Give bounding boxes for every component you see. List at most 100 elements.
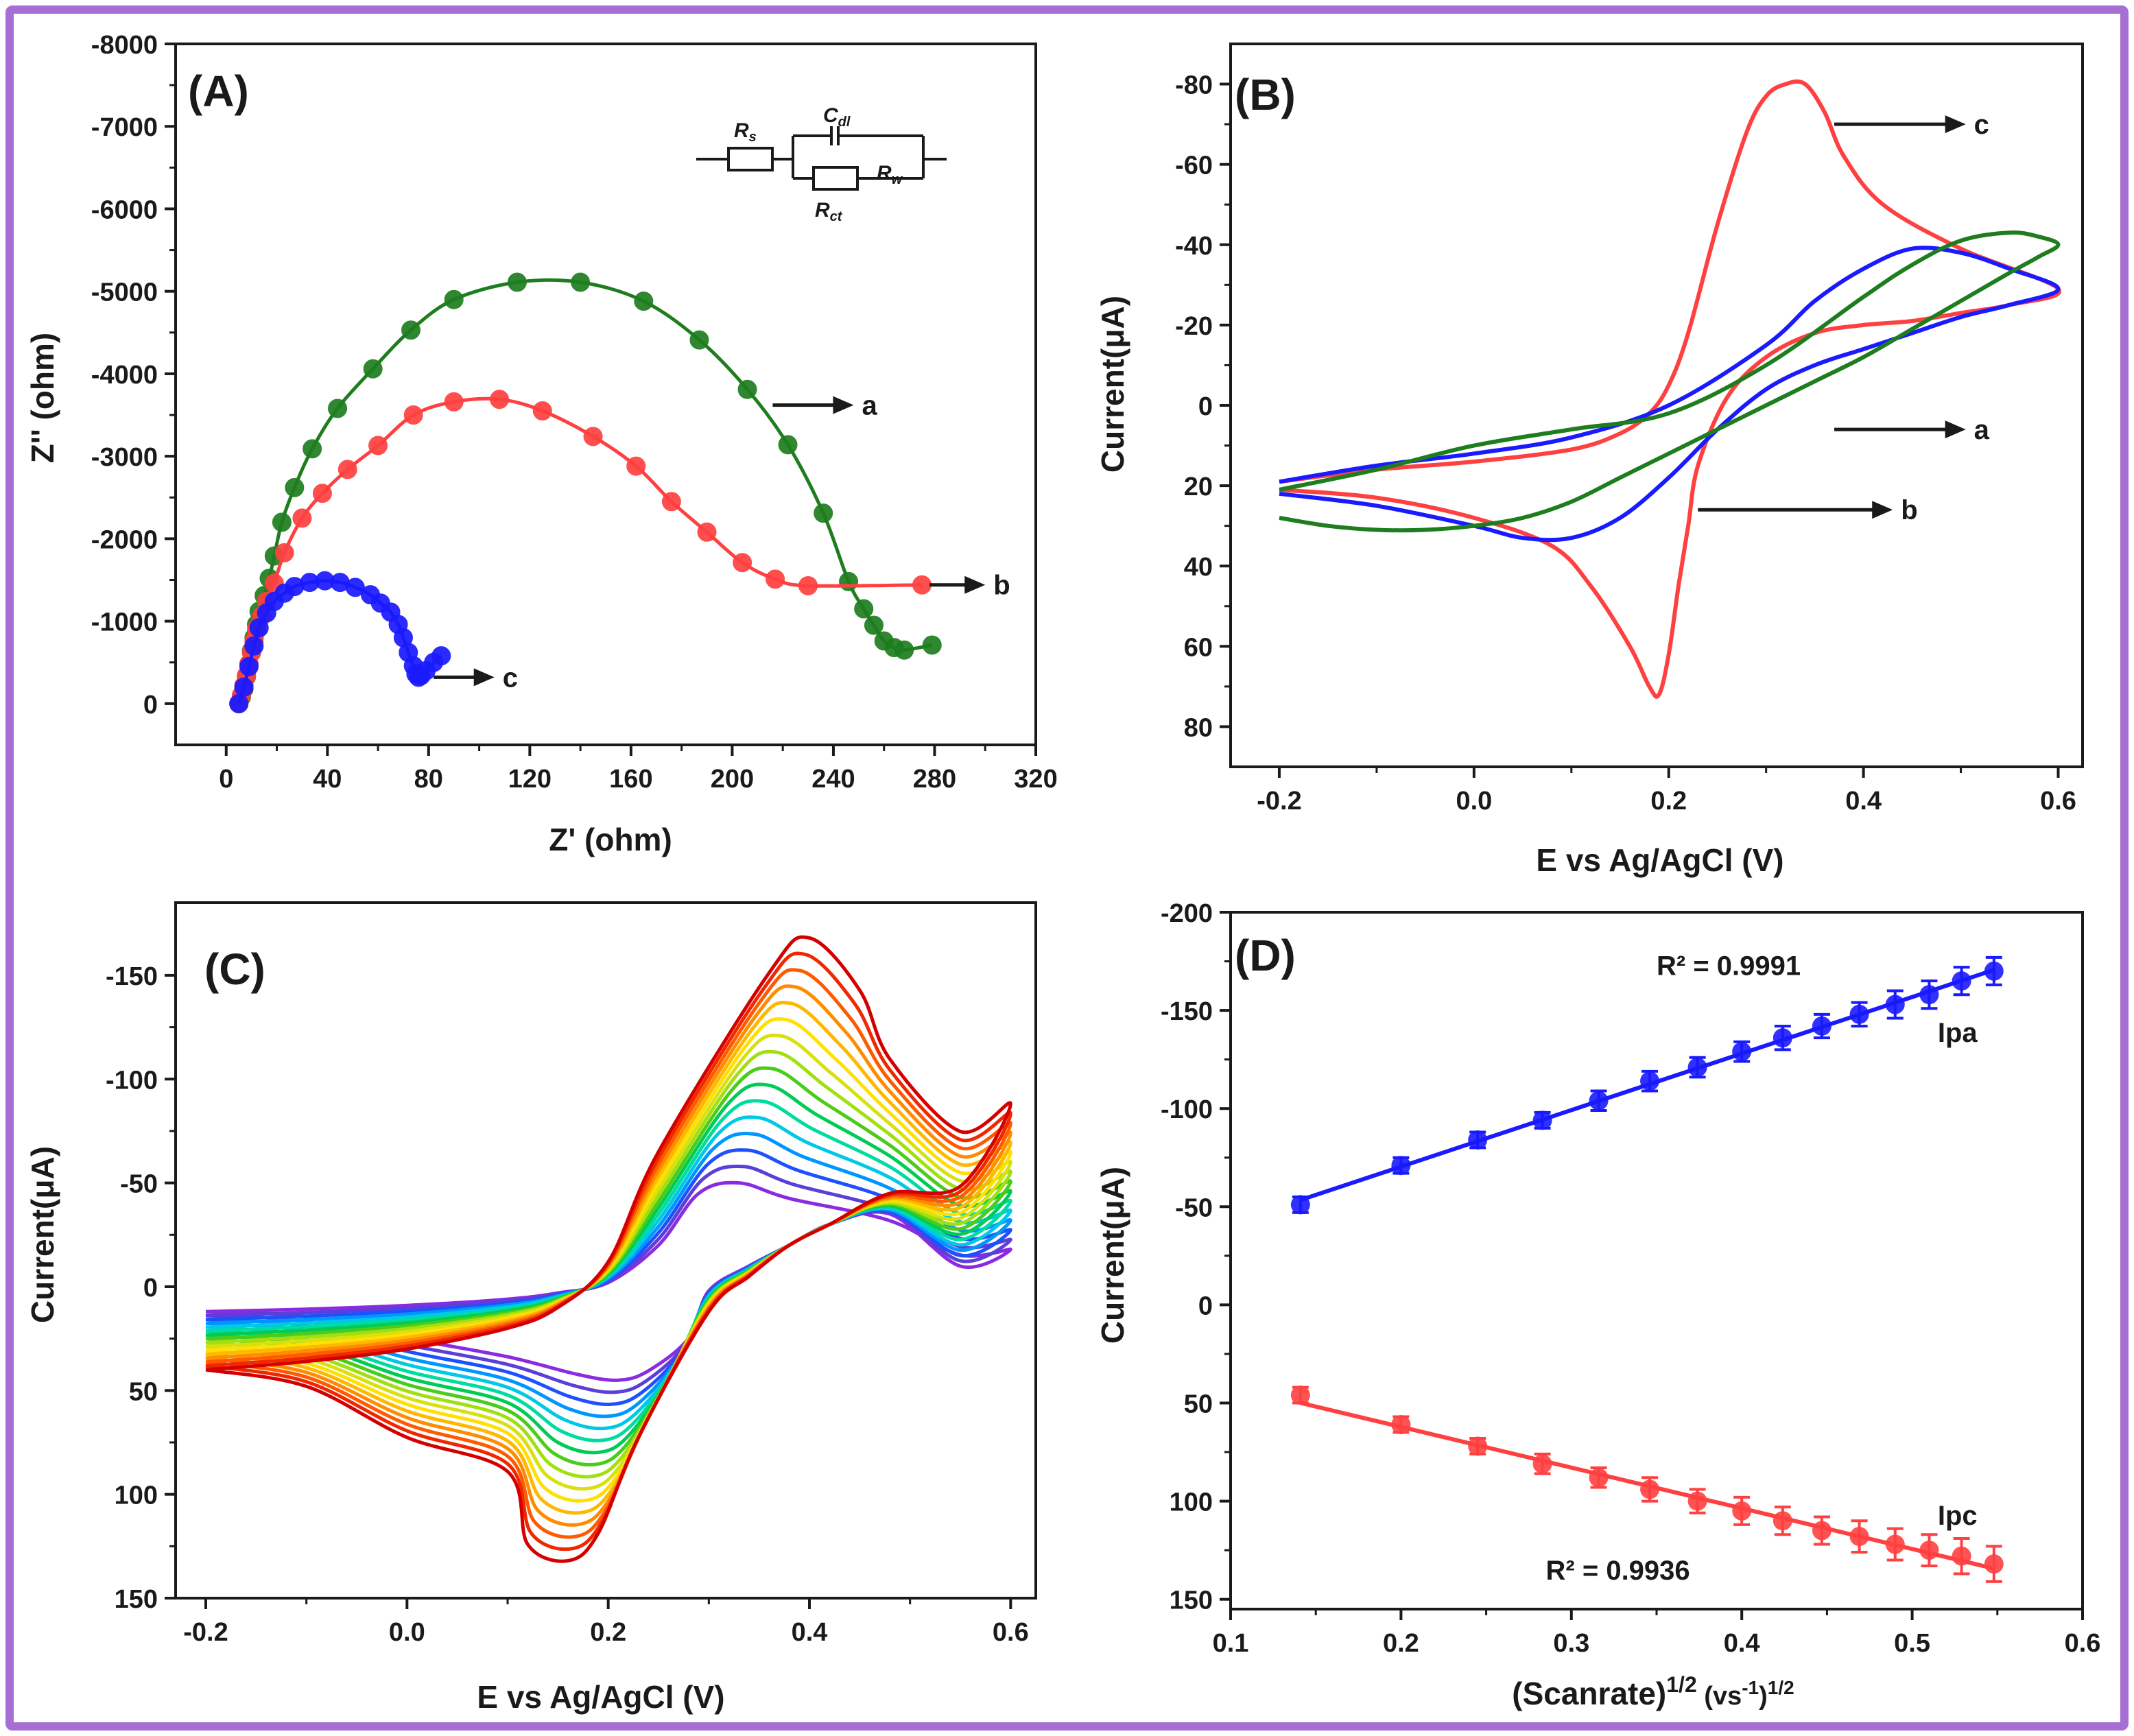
- panel-a-series-b-point: [403, 405, 423, 425]
- panel-d-ytick-label: -100: [1161, 1095, 1213, 1124]
- panel-a-series-a-point: [363, 359, 383, 379]
- panel-b-xlabel: E vs Ag/AgCl (V): [1536, 842, 1783, 878]
- panel-a-series-b-point: [798, 575, 818, 595]
- panel-d-series-ipa-point: [1919, 985, 1939, 1005]
- panel-c-ytick-label: 100: [115, 1482, 158, 1510]
- panel-a-chart: (A) Z' (ohm) Z'' (ohm) Rs Cdl Rw Rct 0 40…: [25, 31, 1058, 857]
- panel-a-series-a-point: [922, 635, 942, 655]
- panel-d-ytick-label: -200: [1161, 899, 1213, 928]
- panel-d-xtick-label: 0.6: [2065, 1629, 2101, 1658]
- panel-a-ytick-label: -3000: [91, 443, 158, 472]
- svg-text:Rs: Rs: [734, 119, 757, 145]
- panel-a-series-a-point: [507, 272, 527, 292]
- panel-d-label-ipc: Ipc: [1938, 1501, 1978, 1531]
- panel-b-annotation-c-arrow-head: [1945, 115, 1966, 134]
- panel-a-series-a-point: [854, 599, 874, 619]
- panel-d-series-ipa-point: [1532, 1110, 1552, 1130]
- panel-b-xtick-label: 0.0: [1456, 787, 1492, 816]
- panel-d-series-ipa-point: [1640, 1071, 1660, 1091]
- panel-c-chart: (C) E vs Ag/AgCl (V) Current(μA) -0.2 0.0…: [25, 901, 1037, 1715]
- panel-b-ytick-label: 0: [1198, 392, 1213, 421]
- panel-a-series-b-point: [368, 436, 388, 455]
- panel-b-ytick-label: 80: [1184, 713, 1213, 742]
- panel-a-series-a-point: [814, 503, 833, 523]
- panel-d-series-ipc-point: [1773, 1511, 1792, 1531]
- panel-c-xtick-label: 0.4: [792, 1618, 828, 1647]
- panel-d-xlabel-sup2: -1: [1742, 1677, 1759, 1698]
- circuit-rct-label: R: [815, 199, 830, 222]
- panel-b-xtick-label: 0.6: [2040, 787, 2076, 816]
- panel-d-series-ipa-point: [1589, 1091, 1609, 1110]
- panel-a-series-c-point: [239, 656, 259, 676]
- panel-d-xlabel-mid: (vs: [1697, 1682, 1742, 1711]
- panel-a-series-b-point: [292, 508, 312, 528]
- panel-a-series-b-point: [444, 392, 464, 412]
- panel-d-ytick-label: 50: [1184, 1390, 1213, 1418]
- panel-b-ytick-label: -80: [1175, 71, 1213, 100]
- panel-d-series-ipc-point: [1687, 1491, 1707, 1511]
- panel-a-series-b-point: [697, 522, 717, 542]
- panel-b-annotation-a-label: a: [1974, 415, 1990, 445]
- panel-d-series-ipa-point: [1732, 1042, 1752, 1062]
- panel-a-series-a-point: [689, 330, 709, 350]
- panel-a-annotation-a-label: a: [862, 391, 877, 421]
- panel-d-xlabel: (Scanrate)1/2 (vs-1)1/2: [1512, 1672, 1794, 1711]
- panel-d-chart: (D) (Scanrate)1/2 (vs-1)1/2 Current(μA) …: [1095, 899, 2100, 1711]
- panel-a-series-b-point: [312, 484, 332, 503]
- panel-a-series-a-point: [634, 292, 654, 311]
- panel-d-ytick-label: -150: [1161, 997, 1213, 1026]
- panel-a-series-c-point: [244, 636, 264, 656]
- panel-d-xtick-label: 0.4: [1724, 1629, 1760, 1658]
- panel-d-series-ipc-point: [1919, 1541, 1939, 1560]
- panel-a-series-a-point: [839, 571, 859, 591]
- panel-d-series-ipa-point: [1812, 1016, 1831, 1036]
- panel-a-series-b-point: [912, 575, 932, 595]
- panel-a-xtick-label: 240: [811, 765, 855, 794]
- svg-text:Cdl: Cdl: [823, 104, 851, 130]
- panel-d-r2-ipa: R² = 0.9991: [1657, 951, 1801, 982]
- panel-c-label: (C): [204, 944, 265, 994]
- panel-d-series-ipa-point: [1773, 1028, 1792, 1048]
- panel-b-ytick-label: 20: [1184, 473, 1213, 501]
- panel-c-ytick-label: -100: [106, 1066, 158, 1095]
- panel-a-ytick-label: -8000: [91, 31, 158, 60]
- panel-a-label: (A): [188, 67, 249, 116]
- panel-d-series-ipa-point: [1468, 1130, 1488, 1150]
- panel-d-series-ipc-point: [1532, 1454, 1552, 1474]
- panel-d-series-ipa-point: [1290, 1195, 1310, 1215]
- panel-a-annotation-b-label: b: [993, 571, 1010, 601]
- panel-b-annotation-c-label: c: [1974, 110, 1989, 140]
- panel-d-xtick-label: 0.2: [1383, 1629, 1419, 1658]
- panel-c-ytick-label: -150: [106, 962, 158, 991]
- panel-a-series-b-point: [733, 553, 752, 573]
- panel-a-series-a-point: [444, 289, 464, 309]
- circuit-rct-sub: ct: [830, 209, 843, 224]
- panel-a-ytick-label: -7000: [91, 113, 158, 142]
- panel-d-series-ipc-point: [1290, 1386, 1310, 1405]
- panel-a-series-c-point: [431, 646, 451, 666]
- panel-c-xtick-label: 0.6: [993, 1618, 1029, 1647]
- panel-a-annotation-c-arrow-head: [473, 668, 495, 687]
- panel-d-ytick-label: 100: [1170, 1488, 1213, 1517]
- panel-a-series-c-point: [249, 618, 269, 638]
- panel-a-series-a-point: [285, 477, 305, 497]
- panel-b-ytick-label: -60: [1175, 152, 1213, 180]
- panel-d-r2-ipc: R² = 0.9936: [1546, 1556, 1690, 1586]
- circuit-cdl-sub: dl: [838, 115, 851, 130]
- panel-a-xtick-label: 40: [313, 765, 342, 794]
- panel-a-xtick-label: 120: [508, 765, 552, 794]
- panel-a-annotation-a-arrow-head: [833, 396, 854, 414]
- circuit-rs-label: R: [734, 119, 749, 142]
- panel-a-annotation-b-arrow-head: [964, 575, 986, 594]
- panel-a-xtick-label: 160: [609, 765, 652, 794]
- panel-a-series-b-point: [661, 492, 681, 512]
- panel-c-ytick-label: 0: [143, 1274, 158, 1303]
- panel-b-ytick-label: 60: [1184, 633, 1213, 662]
- panel-d-series-ipc-point: [1812, 1521, 1831, 1541]
- panel-c-frame: [174, 901, 1037, 1600]
- panel-d-series-ipa-point: [1952, 971, 1971, 991]
- panel-d-series-ipa-point: [1984, 961, 2004, 981]
- panel-b-annotation-b-label: b: [1901, 495, 1917, 525]
- panel-a-ytick-label: -6000: [91, 195, 158, 224]
- panel-d-xlabel-sup3: 1/2: [1768, 1677, 1794, 1698]
